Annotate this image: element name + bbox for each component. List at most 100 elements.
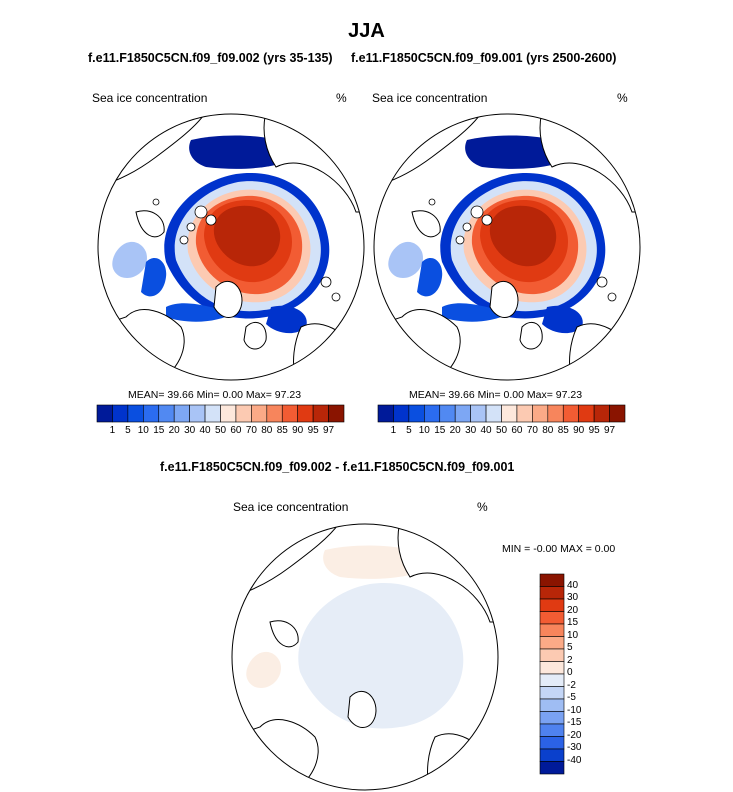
colorbar-box-1: [539, 586, 565, 600]
colorbar-box-2: [539, 598, 565, 612]
zero-diff-region: [298, 582, 464, 729]
colorbar-tick-label: 10: [418, 425, 430, 436]
colorbar-tick-label: 70: [245, 425, 257, 436]
labrador-ice: [166, 303, 236, 322]
colorbar-box-11: [547, 404, 564, 423]
coastline-6: [243, 322, 267, 350]
diff-colorbar: [539, 573, 565, 775]
colorbar-box-9: [516, 404, 533, 423]
colorbar-tick-label: 95: [588, 425, 600, 436]
colorbar-box-13: [578, 404, 595, 423]
left-variable-label: Sea ice concentration: [92, 91, 208, 105]
colorbar-tick-label: 85: [276, 425, 288, 436]
diff-panel-title: f.e11.F1850C5CN.f09_f09.002 - f.e11.F185…: [160, 460, 515, 474]
colorbar-box-10: [539, 698, 565, 712]
island-0: [194, 205, 208, 219]
barents-ice: [542, 305, 583, 334]
left-stats: MEAN= 39.66 Min= 0.00 Max= 97.23: [128, 389, 302, 401]
colorbar-box-12: [281, 404, 298, 423]
colorbar-box-15: [539, 761, 565, 775]
island-4: [596, 276, 608, 288]
coastline-5: [411, 210, 441, 238]
colorbar-box-13: [539, 736, 565, 750]
island-6: [152, 198, 160, 206]
colorbar-tick-label: -30: [567, 742, 582, 753]
island-5: [331, 292, 341, 302]
colorbar-box-5: [539, 636, 565, 650]
colorbar-box-14: [312, 404, 329, 423]
coastline-1: [427, 733, 498, 790]
colorbar-box-0: [96, 404, 113, 423]
coastline-1: [569, 323, 640, 380]
colorbar-box-6: [539, 648, 565, 662]
island-2: [481, 214, 493, 226]
right-stats: MEAN= 39.66 Min= 0.00 Max= 97.23: [409, 389, 583, 401]
colorbar-tick-label: 40: [567, 579, 579, 591]
colorbar-tick-label: 90: [573, 425, 585, 436]
colorbar-tick-label: 97: [604, 425, 616, 436]
colorbar-box-9: [539, 686, 565, 700]
colorbar-box-4: [539, 623, 565, 637]
colorbar-box-10: [532, 404, 549, 423]
colorbar-tick-label: 1: [109, 425, 116, 436]
coastline-1: [293, 323, 364, 380]
coastline-6: [519, 322, 543, 350]
colorbar-tick-label: 80: [261, 425, 273, 436]
island-2: [205, 214, 217, 226]
colorbar-tick-label: -20: [567, 729, 582, 741]
diff-sea-ice-map: [231, 523, 499, 791]
colorbar-tick-label: 5: [567, 642, 573, 653]
colorbar-tick-label: 97: [323, 425, 335, 436]
colorbar-box-14: [593, 404, 610, 423]
baffin-ice: [417, 257, 443, 297]
colorbar-box-15: [328, 404, 345, 423]
hudson-bay-ice: [388, 241, 423, 278]
colorbar-tick-label: 90: [292, 425, 304, 436]
colorbar-box-6: [189, 404, 206, 423]
diff-variable-label: Sea ice concentration: [233, 500, 349, 514]
colorbar-box-8: [539, 673, 565, 687]
colorbar-box-12: [562, 404, 579, 423]
coastline-5: [135, 210, 165, 238]
colorbar-tick-label: 30: [465, 425, 477, 436]
coastline-0: [98, 309, 185, 380]
colorbar-tick-label: 40: [199, 425, 211, 436]
colorbar-box-1: [393, 404, 410, 423]
left-panel-title: f.e11.F1850C5CN.f09_f09.002 (yrs 35-135): [88, 51, 333, 65]
island-6: [428, 198, 436, 206]
colorbar-tick-label: 30: [567, 592, 579, 603]
island-3: [455, 235, 465, 245]
colorbar-box-3: [143, 404, 160, 423]
left-sea-ice-map: [97, 113, 365, 381]
colorbar-tick-label: 15: [153, 425, 165, 436]
coastline-2: [347, 690, 377, 728]
left-colorbar: [96, 404, 345, 423]
colorbar-box-3: [539, 611, 565, 625]
colorbar-tick-label: 50: [214, 425, 227, 436]
diff-units-label: %: [477, 500, 488, 514]
left-units-label: %: [336, 91, 347, 105]
colorbar-tick-label: 20: [567, 604, 579, 616]
colorbar-box-1: [112, 404, 129, 423]
colorbar-box-15: [609, 404, 626, 423]
island-3: [179, 235, 189, 245]
coastline-2: [489, 280, 519, 318]
baffin-ice: [141, 257, 167, 297]
colorbar-box-8: [220, 404, 237, 423]
colorbar-tick-label: -15: [567, 717, 582, 728]
colorbar-tick-label: -5: [567, 692, 576, 703]
colorbar-tick-label: 2: [567, 654, 573, 666]
colorbar-box-7: [539, 661, 565, 675]
coastline-0: [232, 719, 319, 790]
colorbar-box-11: [266, 404, 283, 423]
coastline-5: [269, 620, 299, 648]
colorbar-box-8: [501, 404, 518, 423]
colorbar-tick-label: 20: [449, 425, 461, 436]
colorbar-tick-label: 10: [137, 425, 149, 436]
colorbar-tick-label: -40: [567, 754, 582, 766]
colorbar-box-12: [539, 723, 565, 737]
colorbar-tick-label: 5: [125, 425, 131, 436]
colorbar-box-11: [539, 711, 565, 725]
labrador-ice: [442, 303, 512, 322]
colorbar-box-7: [204, 404, 221, 423]
